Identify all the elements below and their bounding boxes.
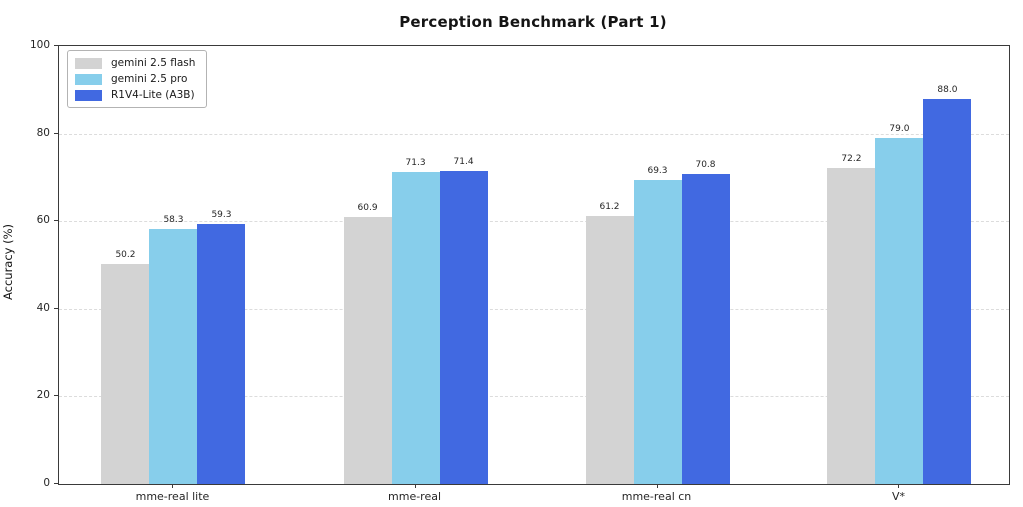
bar-value-label: 58.3 [163, 214, 184, 225]
legend-item: gemini 2.5 flash [75, 57, 195, 69]
x-tick-label: mme-real lite [135, 490, 210, 503]
x-tick-label: mme-real [388, 490, 442, 503]
bar-value-label: 71.4 [453, 157, 474, 168]
legend: gemini 2.5 flash gemini 2.5 pro R1V4-Lit… [67, 50, 208, 108]
bar-gemini-2-5-flash [827, 167, 876, 484]
x-tick-mark [656, 484, 658, 488]
gridline [59, 396, 1009, 398]
gridline [59, 133, 1009, 135]
bar-value-label: 70.8 [695, 159, 716, 170]
bar-gemini-2-5-flash [101, 264, 150, 484]
y-tick-label: 60 [36, 214, 50, 227]
legend-label: R1V4-Lite (A3B) [111, 89, 195, 101]
y-tick-mark [54, 220, 58, 222]
bar-gemini-2-5-pro [391, 171, 440, 484]
bar-gemini-2-5-flash [585, 215, 634, 484]
y-tick-label: 80 [36, 126, 50, 139]
y-tick-mark [54, 395, 58, 397]
legend-label: gemini 2.5 pro [111, 73, 188, 85]
legend-swatch-r1v4-lite [75, 89, 102, 101]
x-tick-label: mme-real cn [621, 490, 692, 503]
y-tick-label: 0 [43, 477, 50, 489]
legend-swatch-gemini-25-pro [75, 73, 102, 85]
bar-gemini-2-5-flash [343, 217, 392, 484]
legend-label: gemini 2.5 flash [111, 57, 196, 69]
bar-value-label: 88.0 [937, 84, 958, 95]
plot-area: gemini 2.5 flash gemini 2.5 pro R1V4-Lit… [58, 45, 1010, 485]
legend-item: gemini 2.5 pro [75, 73, 195, 85]
x-tick-mark [414, 484, 416, 488]
x-tick-label: V* [891, 490, 905, 503]
chart-title: Perception Benchmark (Part 1) [399, 13, 667, 31]
x-tick-mark [898, 484, 900, 488]
gridline [59, 308, 1009, 310]
bar-gemini-2-5-pro [149, 228, 198, 484]
bar-value-label: 50.2 [115, 250, 136, 261]
bar-value-label: 69.3 [647, 166, 668, 177]
bar-value-label: 60.9 [357, 203, 378, 214]
bar-r1v4-lite-a3b- [681, 173, 730, 484]
bar-r1v4-lite-a3b- [197, 224, 246, 484]
y-tick-label: 100 [29, 39, 50, 51]
y-tick-mark [54, 45, 58, 46]
bar-gemini-2-5-pro [875, 137, 924, 484]
y-tick-mark [54, 307, 58, 309]
y-tick-mark [54, 132, 58, 134]
y-tick-label: 20 [36, 389, 50, 402]
bar-value-label: 71.3 [405, 157, 426, 168]
bar-value-label: 61.2 [599, 201, 620, 212]
bar-r1v4-lite-a3b- [923, 98, 972, 484]
bar-r1v4-lite-a3b- [439, 171, 488, 484]
bar-value-label: 59.3 [211, 210, 232, 221]
y-tick-label: 40 [36, 301, 50, 314]
bar-gemini-2-5-pro [633, 180, 682, 484]
legend-swatch-gemini-25-flash [75, 57, 102, 69]
y-tick-mark [54, 483, 58, 484]
x-tick-mark [172, 484, 174, 488]
y-axis-title: Accuracy (%) [1, 223, 15, 301]
bar-value-label: 72.2 [841, 153, 862, 164]
legend-item: R1V4-Lite (A3B) [75, 89, 195, 101]
gridline [59, 221, 1009, 223]
bar-value-label: 79.0 [889, 123, 910, 134]
